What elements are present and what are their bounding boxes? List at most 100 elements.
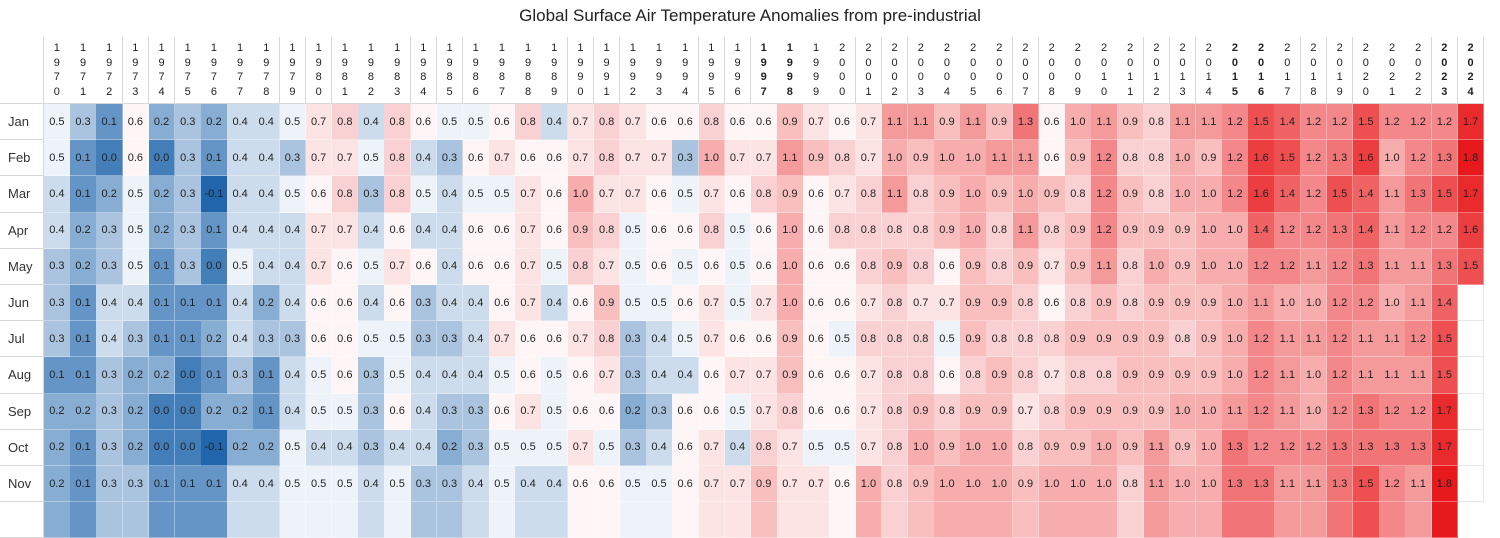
year-digit: 1 [472, 42, 479, 54]
year-digit: 1 [1284, 71, 1291, 83]
year-digit: 2 [943, 42, 950, 54]
year-digit: 9 [734, 56, 741, 69]
heatmap-cell: 1.5 [1431, 321, 1459, 358]
heatmap-cell: 0.6 [724, 321, 752, 358]
heatmap-cell: 0.7 [489, 140, 516, 177]
year-digit: 3 [1441, 85, 1448, 98]
heatmap-cell-partial [1065, 502, 1092, 538]
heatmap-cell: 1.7 [1457, 104, 1485, 141]
heatmap-cell: 0.8 [384, 176, 411, 213]
heatmap-cell: 0.2 [227, 429, 254, 466]
heatmap-cell: 0.7 [724, 357, 752, 394]
year-digit: 9 [367, 56, 375, 69]
heatmap-cell: 0.6 [1038, 140, 1066, 177]
heatmap-cell: 0.4 [227, 321, 254, 358]
heatmap-cell: 0.6 [489, 285, 516, 322]
heatmap-cell: 0.5 [619, 466, 647, 503]
heatmap-cell: 0.6 [750, 104, 778, 141]
heatmap-cell: 0.4 [410, 393, 438, 430]
heatmap-cell: 0.8 [855, 176, 883, 213]
heatmap-cell: 0.6 [541, 321, 569, 358]
heatmap-cell: 0.5 [724, 248, 752, 285]
heatmap-cell: 0.5 [672, 321, 699, 358]
heatmap-cell: 1.5 [1431, 176, 1459, 213]
year-digit: 7 [263, 71, 270, 83]
heatmap-cell: 0.6 [803, 176, 830, 213]
heatmap-cell: 0.8 [907, 248, 935, 285]
year-digit: 0 [917, 56, 924, 69]
year-digit: 9 [1336, 85, 1343, 98]
year-digit: 9 [603, 71, 610, 83]
heatmap-cell: 0.7 [855, 429, 883, 466]
year-digit: 9 [210, 56, 217, 69]
year-digit: 1 [367, 42, 375, 54]
heatmap-cell: 0.5 [672, 176, 699, 213]
heatmap-cell: 0.5 [44, 104, 71, 141]
year-digit: 4 [420, 85, 427, 98]
heatmap-cell: 1.2 [1091, 212, 1118, 249]
heatmap-cell: 0.5 [541, 393, 569, 430]
heatmap-cell: 0.9 [1065, 212, 1092, 249]
heatmap-cell: 0.9 [777, 104, 804, 141]
year-digit: 2 [839, 42, 846, 54]
heatmap-cell: 0.6 [672, 429, 699, 466]
year-digit: 1 [1179, 71, 1186, 83]
heatmap-cell: 0.7 [619, 176, 647, 213]
heatmap-cell: 1.3 [1431, 248, 1459, 285]
year-digit: 0 [943, 56, 950, 69]
heatmap-cell: 0.9 [960, 321, 987, 358]
heatmap-cell: 0.6 [384, 212, 411, 249]
heatmap-cell-partial [305, 502, 333, 538]
heatmap-cell: 1.2 [1326, 393, 1354, 430]
year-digit: 0 [1022, 71, 1029, 83]
year-digit: 9 [812, 85, 820, 98]
heatmap-cell: 0.4 [462, 466, 490, 503]
heatmap-cell: 1.0 [1169, 176, 1197, 213]
heatmap-cell: 0.9 [1117, 176, 1145, 213]
year-digit: 1 [184, 42, 191, 54]
heatmap-cell: 0.4 [646, 429, 673, 466]
heatmap-cell: 1.1 [1379, 212, 1406, 249]
heatmap-cell: 0.5 [122, 176, 150, 213]
heatmap-cell: 0.6 [567, 285, 595, 322]
year-digit: 9 [708, 71, 715, 83]
year-digit: 8 [315, 71, 322, 83]
heatmap-cell: 0.9 [1143, 357, 1171, 394]
year-digit: 4 [158, 85, 165, 98]
heatmap-cell: 0.6 [384, 285, 411, 322]
heatmap-cell: 0.7 [593, 357, 621, 394]
heatmap-cell: 1.5 [1326, 176, 1354, 213]
year-digit: 9 [315, 56, 322, 69]
heatmap-cell: 0.6 [1038, 285, 1066, 322]
year-digit: 9 [629, 71, 636, 83]
heatmap-cell: 1.6 [1248, 140, 1275, 177]
heatmap-cell: 0.4 [541, 104, 569, 141]
year-digit: 8 [446, 71, 453, 83]
heatmap-cell-partial [44, 502, 71, 538]
heatmap-cell: 0.9 [1169, 357, 1197, 394]
year-digit: 2 [629, 85, 636, 98]
heatmap-cell: 0.1 [253, 357, 281, 394]
year-digit: 9 [289, 85, 296, 98]
heatmap-cell: 0.4 [253, 140, 281, 177]
heatmap-cell-partial [1379, 502, 1406, 538]
heatmap-cell: 0.4 [436, 176, 464, 213]
heatmap-cell: 1.0 [960, 176, 987, 213]
heatmap-cell: 0.5 [724, 393, 752, 430]
year-digit: 2 [1415, 42, 1422, 54]
heatmap-cell: 0.3 [44, 285, 71, 322]
heatmap-cell: 0.1 [70, 321, 97, 358]
heatmap-cell: 0.3 [619, 321, 647, 358]
heatmap-cell-partial [1248, 502, 1275, 538]
heatmap-cell: 0.7 [750, 393, 778, 430]
year-digit: 0 [891, 71, 898, 83]
heatmap-cell: 0.6 [672, 104, 699, 141]
heatmap-cell: 0.5 [541, 357, 569, 394]
heatmap-cell: 1.0 [1065, 466, 1092, 503]
heatmap-cell: 0.5 [489, 357, 516, 394]
